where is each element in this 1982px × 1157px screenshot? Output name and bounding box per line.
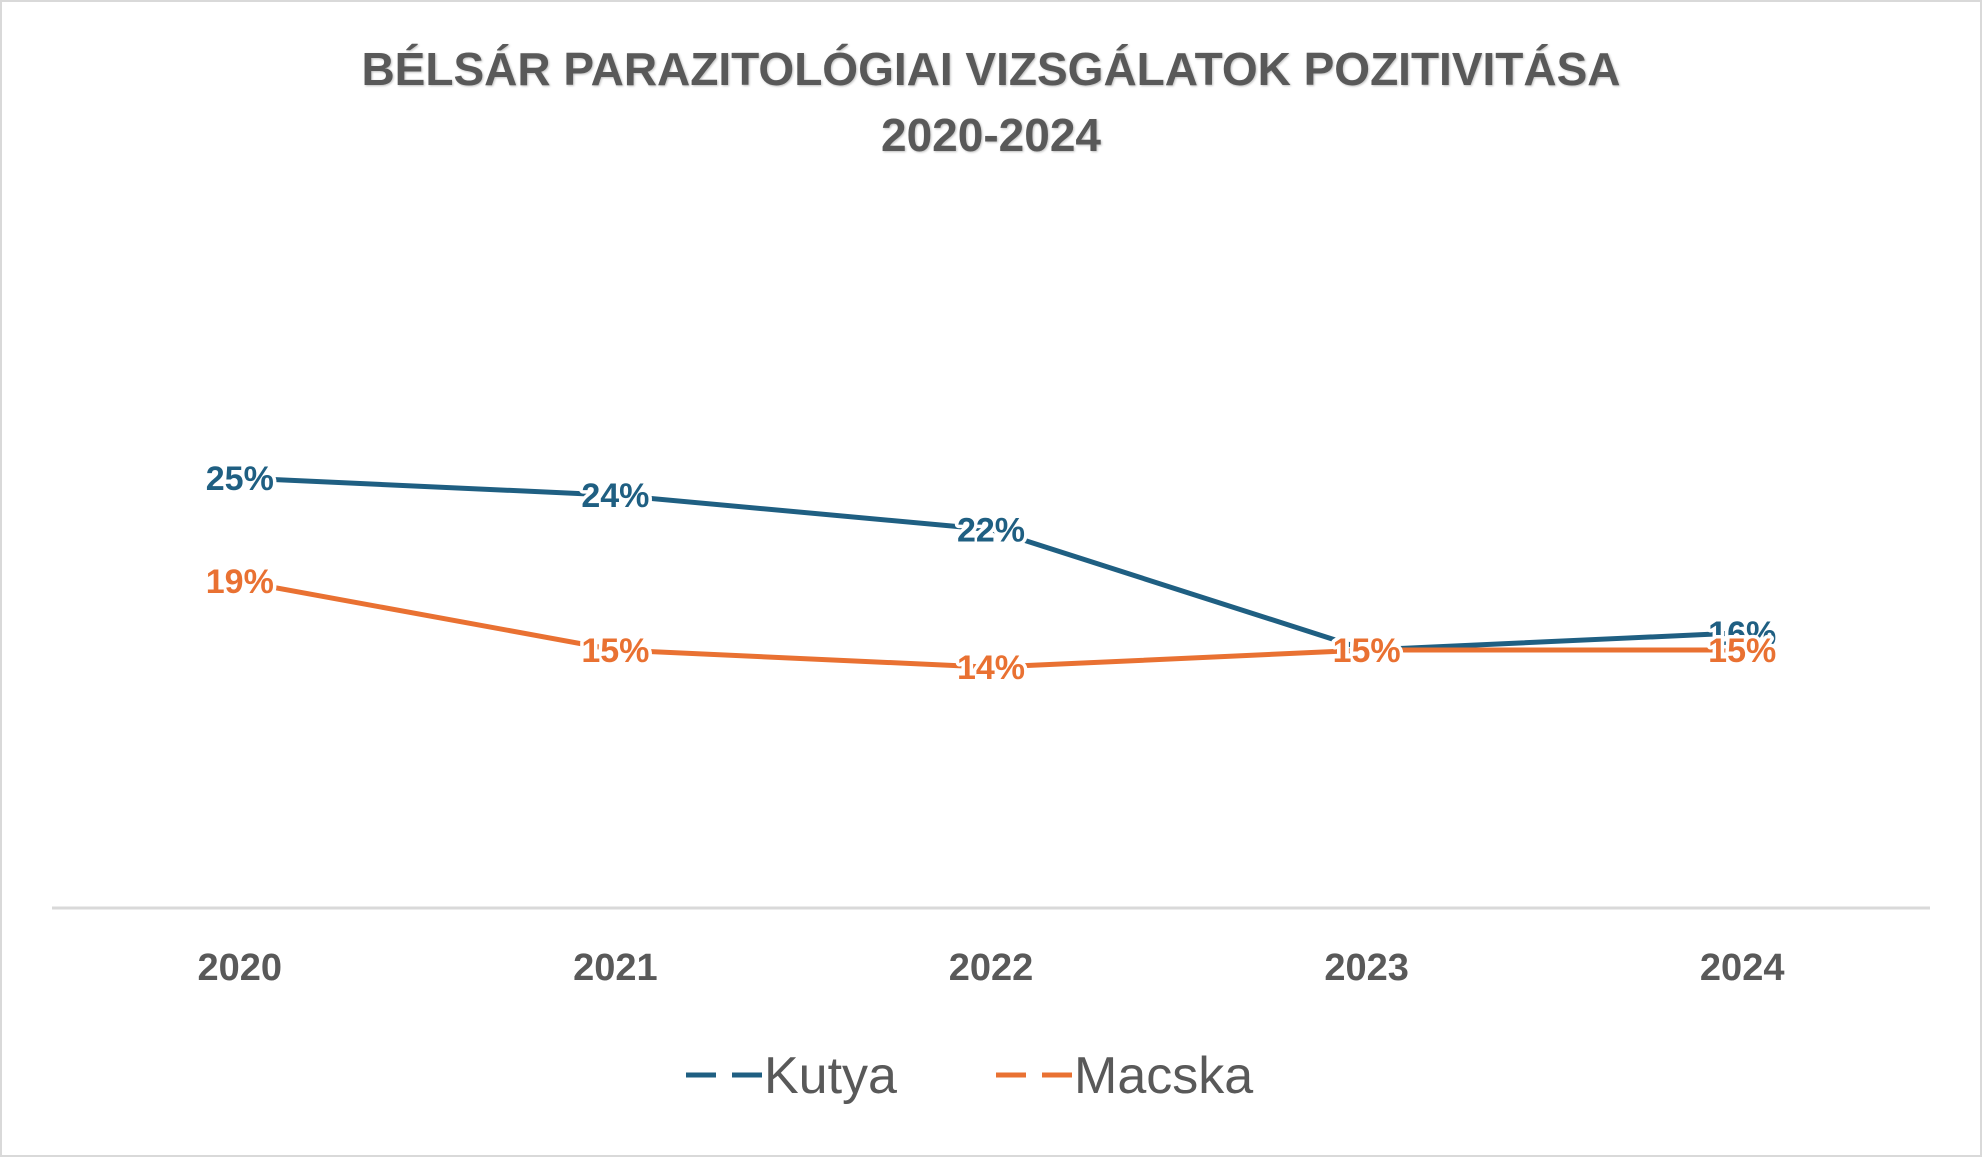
- data-label-macska-2021: 15%: [581, 632, 649, 670]
- data-label-kutya-2024: 16%: [1708, 615, 1776, 653]
- x-tick-label-2024: 2024: [1700, 947, 1785, 989]
- data-label-macska-2020: 19%: [206, 563, 274, 601]
- data-label-kutya-2021: 24%: [581, 477, 649, 515]
- chart-title: BÉLSÁR PARAZITOLÓGIAI VIZSGÁLATOK POZITI…: [0, 36, 1982, 168]
- legend: Kutya Macska: [686, 1047, 1253, 1105]
- data-label-macska-2022: 14%: [957, 649, 1025, 687]
- series-lines: [237, 475, 1745, 670]
- data-label-kutya-2020: 25%: [206, 460, 274, 498]
- legend-label-macska: Macska: [1074, 1047, 1253, 1105]
- legend-label-kutya: Kutya: [764, 1047, 897, 1105]
- chart-title-line-2: 2020-2024: [881, 109, 1101, 161]
- x-tick-label-2023: 2023: [1324, 947, 1409, 989]
- data-labels: 25% 24%22%15% 16%19%15% 14% 15% 15%: [202, 457, 1779, 691]
- chart-title-line-1: BÉLSÁR PARAZITOLÓGIAI VIZSGÁLATOK POZITI…: [361, 43, 1621, 95]
- x-axis-ticks: 2020 2021 2022 2023 2024: [198, 947, 1785, 989]
- x-tick-label-2021: 2021: [573, 947, 658, 989]
- data-label-kutya-2023: 15%: [1333, 632, 1401, 670]
- data-label-macska-2024: 15%: [1708, 632, 1776, 670]
- series-line-macska: [237, 578, 1745, 670]
- series-line-kutya: [237, 475, 1745, 653]
- x-tick-label-2020: 2020: [198, 947, 283, 989]
- data-label-macska-2023: 15%: [1333, 632, 1401, 670]
- data-label-kutya-2022: 22%: [957, 512, 1025, 550]
- x-tick-label-2022: 2022: [949, 947, 1034, 989]
